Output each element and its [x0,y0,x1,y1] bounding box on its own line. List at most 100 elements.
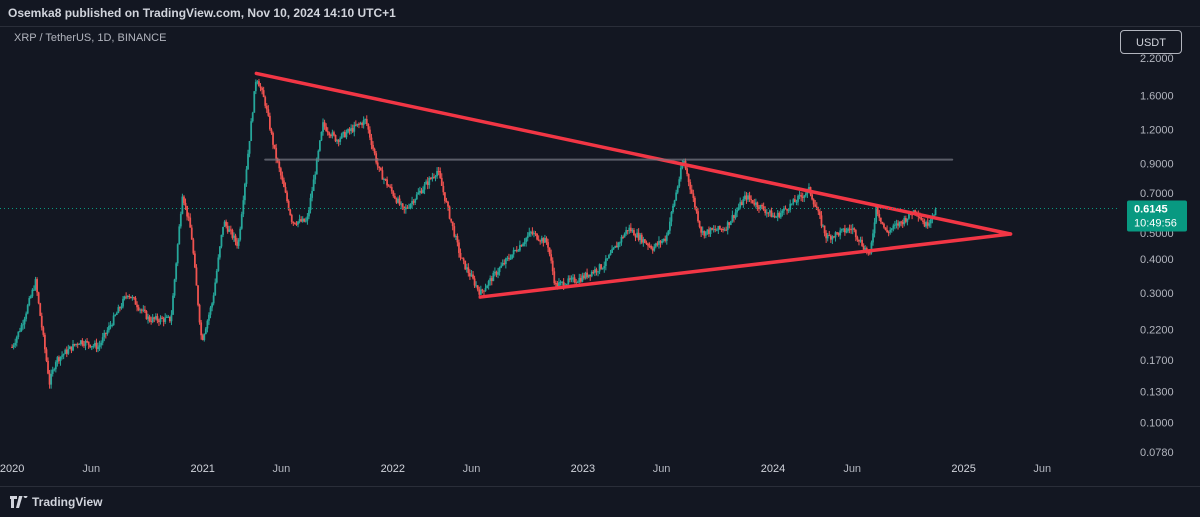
candle-body [587,274,590,278]
candle-body [445,200,448,202]
candle-body [183,196,185,204]
candle-body [79,340,82,344]
candle-body [47,360,49,374]
candle-body [714,229,717,231]
candle-body [17,331,20,337]
candle-body [287,201,290,210]
x-tick-label: Jun [653,463,671,475]
currency-button[interactable]: USDT [1120,30,1182,54]
publisher-info: Osemka8 published on TradingView.com, No… [8,6,396,20]
candle-body [273,144,276,148]
candle-body [672,205,674,212]
candle-body [892,225,895,229]
candle-body [162,318,165,322]
candle-body [600,264,603,269]
candle-body [65,349,68,354]
candle-body [242,200,245,215]
candle-body [787,209,790,211]
candle-body [772,215,774,218]
candle-body [864,248,867,250]
candle-body [123,296,126,299]
y-axis: 2.20001.60001.20000.90000.70000.50000.40… [1140,53,1174,459]
candle-body [54,362,57,370]
candle-body [309,197,312,211]
candle-body [11,346,13,348]
candle-body [729,221,732,225]
candle-body [622,236,624,238]
symbol-label[interactable]: XRP / TetherUS, 1D, BINANCE [14,32,167,44]
candle-body [539,240,542,242]
candle-body [379,167,382,171]
candle-body [900,221,903,223]
candle-body [862,245,865,250]
candle-body [158,320,160,323]
candle-body [384,178,387,180]
candle-body [929,219,932,224]
candle-body [431,177,434,179]
candle-body [629,227,632,232]
candle-body [289,209,292,216]
candle-body [415,194,418,200]
candle-body [592,271,595,273]
y-tick-label: 2.2000 [1140,53,1174,65]
candle-body [414,199,417,203]
candle-body [767,212,770,214]
candle-body [61,355,63,357]
candle-body [442,185,445,193]
candle-body [367,124,370,130]
candle-body [108,325,110,331]
x-tick-label: Jun [463,463,481,475]
x-tick-label: 2024 [761,463,785,475]
candle-body [340,133,343,139]
candle-body [715,230,718,232]
candle-body [33,289,35,291]
candle-body [284,187,287,193]
candle-body [723,229,726,231]
candle-body [508,257,510,259]
candle-body [468,273,471,277]
y-tick-label: 0.9000 [1140,158,1174,170]
candle-body [934,209,937,216]
candle-body [659,240,662,243]
candle-body [36,279,38,293]
candle-body [840,229,843,231]
y-tick-label: 0.1700 [1140,355,1174,367]
candle-body [511,254,513,259]
candle-body [736,210,738,213]
candle-body [615,245,618,248]
candle-body [423,184,426,190]
candle-body [718,226,721,229]
candle-body [908,212,910,219]
candle-body [493,271,496,273]
candle-body [354,124,357,126]
x-tick-label: 2022 [381,463,405,475]
candle-body [764,209,767,213]
candle-body [790,203,793,205]
candle-body [84,341,87,346]
price-chart[interactable]: 2.20001.60001.20000.90000.70000.50000.40… [0,0,1200,486]
tradingview-brand[interactable]: TradingView [10,495,102,509]
candle-body [245,169,248,184]
candle-body [418,190,421,193]
candle-body [614,245,617,248]
candle-body [647,243,649,246]
candle-body [770,210,773,218]
candle-body [23,318,26,325]
candle-body [145,311,148,320]
candle-body [218,246,221,258]
candle-body [308,210,310,217]
y-tick-label: 0.2200 [1140,325,1174,337]
candle-body [553,271,556,284]
candle-body [64,349,67,355]
candle-body [898,221,901,226]
candle-body [517,250,520,252]
candle-body [312,179,315,192]
candle-body [520,245,523,247]
candle-body [411,201,413,205]
candle-body [106,330,109,334]
candle-body [297,221,299,225]
candle-body [389,186,392,188]
candle-body [334,135,337,142]
candle-body [640,234,643,243]
candle-body [248,141,251,154]
